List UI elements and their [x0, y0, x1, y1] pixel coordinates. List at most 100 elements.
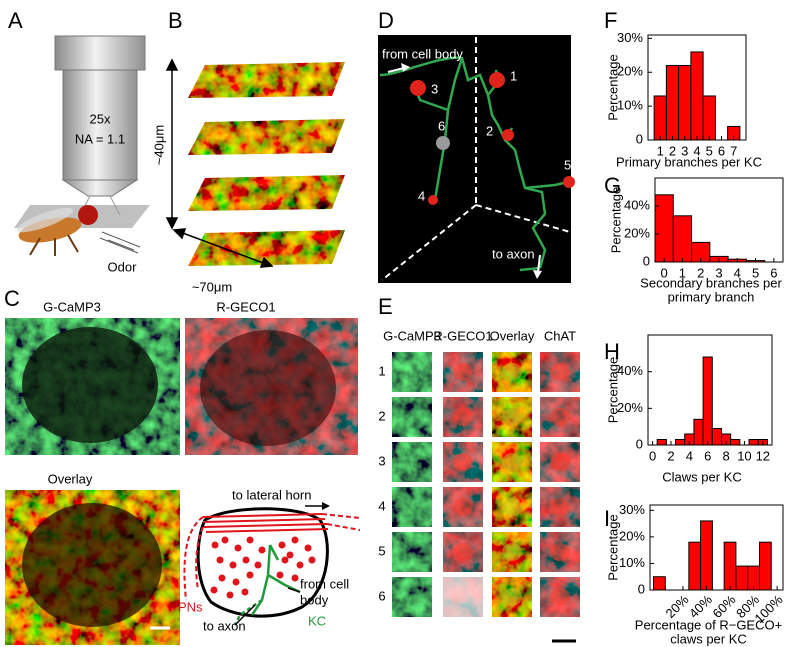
y-axis-label: Percentage — [605, 514, 620, 581]
image-label: Overlay — [48, 471, 93, 486]
x-tick-label: 0 — [661, 265, 668, 280]
shape — [381, 37, 571, 281]
bar — [688, 541, 702, 591]
x-tick-label: 2 — [667, 448, 674, 463]
shape — [436, 136, 450, 150]
shape — [165, 58, 179, 71]
shape — [22, 327, 158, 443]
panel-label: F — [604, 8, 617, 33]
x-tick-label: 4 — [734, 265, 741, 280]
pn-bouton — [296, 561, 304, 569]
pn-bouton — [241, 588, 249, 596]
shape — [62, 69, 138, 181]
bouton — [453, 363, 473, 381]
annotation: to axon — [492, 246, 535, 261]
shape — [202, 518, 326, 523]
bar — [653, 95, 667, 141]
shape — [203, 523, 328, 528]
panel-label: A — [8, 8, 23, 33]
claw-label: 5 — [564, 157, 571, 172]
image-stack — [188, 62, 345, 266]
shape — [183, 513, 361, 601]
shape — [78, 205, 98, 225]
panel-label: I — [604, 506, 610, 531]
x-tick-label: 1 — [657, 143, 664, 158]
bar — [675, 439, 686, 446]
x-tick-label: 3 — [681, 143, 688, 158]
shape — [172, 228, 187, 240]
shape — [443, 57, 464, 141]
pn-bouton — [276, 571, 284, 579]
image-grid — [392, 352, 580, 617]
bouton — [502, 408, 522, 426]
pn-bouton — [246, 571, 254, 579]
shape — [22, 503, 162, 627]
x-tick-label: 2 — [669, 143, 676, 158]
row-label: 6 — [378, 588, 385, 603]
x-tick-label: 5 — [752, 265, 759, 280]
claw-label: 2 — [486, 123, 493, 138]
shape — [16, 207, 74, 233]
bar — [702, 95, 716, 141]
bouton — [550, 363, 570, 381]
image-tile — [392, 397, 432, 437]
bar — [723, 541, 737, 591]
x-axis-label: Claws per KC — [662, 469, 741, 484]
shape — [428, 195, 438, 205]
y-tick-label: 10% — [619, 555, 645, 570]
bar — [690, 51, 704, 141]
diagram-label: from cell — [300, 576, 349, 591]
x-tick-label: 6 — [770, 265, 777, 280]
shape — [107, 239, 135, 251]
y-tick-label: 20% — [617, 64, 643, 79]
x-tick-label: 8 — [722, 448, 729, 463]
pn-bouton — [291, 536, 299, 544]
row-label: 2 — [378, 408, 385, 423]
panel-label: E — [378, 294, 393, 319]
pn-bouton — [281, 556, 289, 564]
bouton — [453, 498, 473, 516]
shape — [188, 175, 345, 211]
y-tick-label: 30% — [619, 502, 645, 517]
bouton — [502, 453, 522, 471]
x-axis-label: Percentage of R−GECO+ — [635, 617, 782, 632]
y-tick-label: 0 — [636, 436, 643, 451]
shape — [401, 63, 410, 72]
depth-label: ~40μm — [151, 125, 166, 165]
micrograph — [5, 318, 358, 645]
bouton — [550, 408, 570, 426]
bouton — [502, 543, 522, 561]
objective-label: NA = 1.1 — [75, 131, 125, 146]
diagram-label: to axon — [203, 618, 246, 633]
shape — [475, 204, 571, 233]
pn-bouton — [221, 536, 229, 544]
image-tile — [392, 577, 432, 617]
y-axis-label: Percentage — [605, 54, 620, 121]
y-tick-label: 20% — [617, 400, 643, 415]
shape — [537, 254, 541, 273]
y-tick-label: 0 — [636, 131, 643, 146]
bouton — [453, 543, 473, 561]
diagram-label: PNs — [178, 599, 203, 614]
pn-bouton — [278, 541, 286, 549]
pn-bouton — [286, 551, 294, 559]
row-label: 3 — [378, 453, 385, 468]
bar — [711, 428, 722, 446]
bouton — [453, 408, 473, 426]
shape — [387, 67, 405, 73]
bar — [665, 64, 680, 141]
y-tick-label: 10% — [617, 98, 643, 113]
shape — [519, 266, 541, 272]
panel-label: G — [604, 173, 621, 198]
shape — [67, 234, 79, 253]
shape — [101, 231, 141, 248]
bar — [693, 418, 704, 446]
shape — [433, 139, 447, 201]
shape — [268, 544, 280, 561]
odor-label: Odor — [108, 259, 138, 274]
pn-bouton — [216, 556, 224, 564]
claw-label: 6 — [438, 118, 445, 133]
x-axis-label: primary branch — [668, 289, 755, 304]
pn-bouton — [304, 544, 312, 552]
